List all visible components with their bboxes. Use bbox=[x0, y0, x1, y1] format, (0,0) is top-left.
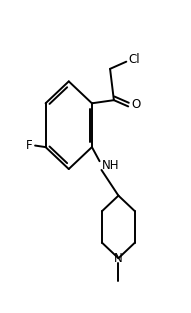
Text: NH: NH bbox=[101, 159, 119, 172]
Text: F: F bbox=[26, 139, 32, 152]
Text: Cl: Cl bbox=[128, 53, 140, 66]
Text: O: O bbox=[132, 98, 141, 111]
Text: N: N bbox=[114, 252, 123, 265]
